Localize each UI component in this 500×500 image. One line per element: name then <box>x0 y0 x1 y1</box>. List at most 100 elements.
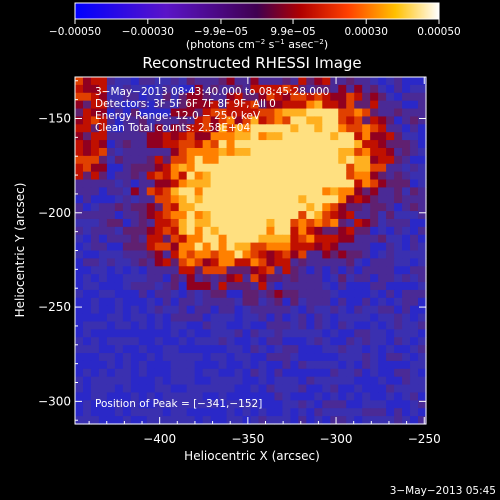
image-pixel <box>98 329 108 338</box>
image-pixel <box>314 384 323 394</box>
image-pixel <box>122 84 132 94</box>
image-pixel <box>290 242 299 252</box>
image-pixel <box>130 108 140 118</box>
image-pixel <box>210 77 220 86</box>
image-pixel <box>258 187 268 196</box>
image-pixel <box>306 416 315 425</box>
image-pixel <box>218 92 228 102</box>
image-pixel <box>370 289 379 299</box>
image-pixel <box>210 218 220 228</box>
image-pixel <box>314 203 323 212</box>
image-pixel <box>378 337 387 346</box>
image-pixel <box>202 353 212 362</box>
image-pixel <box>98 408 108 417</box>
image-pixel <box>258 100 268 110</box>
image-pixel <box>226 408 236 417</box>
annotation-clean: Clean Total counts: 2.58E+04 <box>95 122 250 134</box>
image-pixel <box>394 132 403 141</box>
image-pixel <box>346 416 355 425</box>
image-pixel <box>250 250 260 259</box>
image-pixel <box>82 289 92 299</box>
image-pixel <box>90 392 100 401</box>
image-pixel <box>242 124 252 133</box>
image-pixel <box>90 250 100 259</box>
image-pixel <box>378 234 387 244</box>
image-pixel <box>418 384 427 394</box>
image-pixel <box>258 140 268 149</box>
image-pixel <box>378 171 387 181</box>
image-pixel <box>162 313 172 323</box>
image-pixel <box>82 392 92 401</box>
image-pixel <box>410 282 419 291</box>
image-pixel <box>75 218 84 228</box>
image-pixel <box>370 250 379 259</box>
image-pixel <box>218 179 228 189</box>
image-pixel <box>154 171 164 181</box>
image-pixel <box>354 345 363 354</box>
image-pixel <box>106 337 116 346</box>
image-pixel <box>306 360 315 370</box>
image-pixel <box>154 179 164 189</box>
image-pixel <box>250 392 260 401</box>
image-pixel <box>346 124 355 133</box>
image-pixel <box>154 163 164 173</box>
image-pixel <box>346 203 355 212</box>
image-pixel <box>186 116 196 125</box>
image-pixel <box>258 408 268 417</box>
image-pixel <box>162 147 172 157</box>
image-pixel <box>386 163 395 173</box>
image-pixel <box>146 163 156 173</box>
image-pixel <box>154 218 164 228</box>
image-pixel <box>170 92 180 102</box>
image-pixel <box>90 266 100 275</box>
image-pixel <box>418 368 427 378</box>
image-pixel <box>386 266 395 275</box>
image-pixel <box>75 368 84 378</box>
image-pixel <box>258 84 268 94</box>
image-pixel <box>250 345 260 354</box>
plot-axes: −400 −350 −300 −250−150−200−250−300 <box>38 77 441 446</box>
image-pixel <box>386 147 395 157</box>
image-pixel <box>75 305 84 315</box>
image-pixel <box>394 187 403 196</box>
image-pixel <box>322 108 331 118</box>
image-pixel <box>250 353 260 362</box>
image-pixel <box>322 321 331 330</box>
image-pixel <box>266 124 276 133</box>
image-pixel <box>234 234 244 244</box>
image-pixel <box>354 408 363 417</box>
image-pixel <box>290 108 299 118</box>
image-pixel <box>210 242 220 252</box>
image-pixel <box>274 132 284 141</box>
image-pixel <box>98 368 108 378</box>
image-pixel <box>266 337 276 346</box>
image-pixel <box>122 250 132 259</box>
image-pixel <box>234 266 244 275</box>
image-pixel <box>362 313 371 323</box>
image-pixel <box>370 360 379 370</box>
image-pixel <box>154 353 164 362</box>
image-pixel <box>218 218 228 228</box>
image-pixel <box>226 376 236 386</box>
image-pixel <box>82 353 92 362</box>
image-pixel <box>82 400 92 409</box>
image-pixel <box>330 321 339 330</box>
image-pixel <box>298 234 307 244</box>
image-pixel <box>186 353 196 362</box>
image-pixel <box>282 360 291 370</box>
image-pixel <box>338 108 347 118</box>
image-pixel <box>90 84 100 94</box>
image-pixel <box>386 171 395 181</box>
image-pixel <box>226 274 236 283</box>
image-pixel <box>75 408 84 417</box>
chart-title: Reconstructed RHESSI Image <box>142 54 361 72</box>
image-pixel <box>330 289 339 299</box>
image-pixel <box>178 408 188 417</box>
image-pixel <box>130 353 140 362</box>
image-pixel <box>178 195 188 204</box>
image-pixel <box>386 400 395 409</box>
image-pixel <box>90 163 100 173</box>
image-pixel <box>170 258 180 267</box>
image-pixel <box>274 266 284 275</box>
image-pixel <box>410 108 419 118</box>
